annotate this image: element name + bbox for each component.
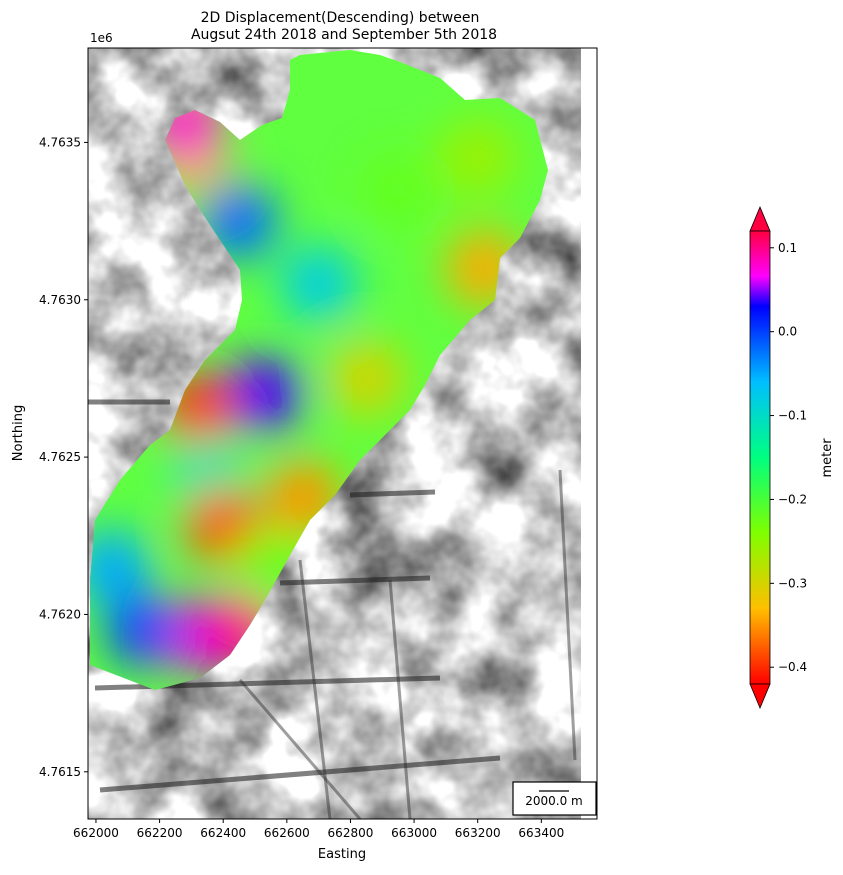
x-axis: 662000 662200 662400 662600 662800 663000 6632… <box>73 819 564 840</box>
y-axis: 4.7615 4.7620 4.7625 4.7630 4.7635 <box>39 135 88 779</box>
x-tick-label: 662200 <box>137 826 183 840</box>
y-axis-label: Northing <box>11 405 26 461</box>
y-tick-label: 4.7615 <box>39 765 81 779</box>
displacement-feature <box>201 183 278 260</box>
x-tick-label: 662600 <box>264 826 310 840</box>
colorbar-tick-label: 0.1 <box>778 241 797 255</box>
y-tick-label: 4.7620 <box>39 607 81 621</box>
x-tick-label: 662000 <box>73 826 119 840</box>
y-tick-label: 4.7635 <box>39 135 81 149</box>
x-tick-label: 662400 <box>200 826 246 840</box>
chart-title-line-2: Augsut 24th 2018 and September 5th 2018 <box>191 27 497 43</box>
colorbar-tick-label: −0.2 <box>778 492 807 506</box>
x-tick-label: 662800 <box>328 826 374 840</box>
colorbar-label: meter <box>820 438 835 478</box>
displacement-feature <box>360 151 437 228</box>
displacement-feature <box>280 246 357 323</box>
x-tick-label: 663000 <box>391 826 437 840</box>
y-tick-label: 4.7625 <box>39 450 81 464</box>
colorbar-extend-min <box>749 683 771 710</box>
displacement-feature <box>328 340 405 417</box>
colorbar-tick-label: −0.1 <box>778 409 807 423</box>
x-tick-label: 663400 <box>518 826 564 840</box>
scale-bar: 2000.0 m <box>512 781 597 816</box>
colorbar-tick-label: −0.3 <box>778 576 807 590</box>
displacement-feature <box>105 592 182 669</box>
colorbar-tick-label: −0.4 <box>778 660 807 674</box>
colorbar-body <box>749 230 771 685</box>
displacement-feature <box>226 356 303 433</box>
chart-title-line-1: 2D Displacement(Descending) between <box>201 10 480 26</box>
colorbar: −0.4 −0.3 −0.2 −0.1 0.0 0.1 meter <box>749 205 835 710</box>
colorbar-tick-label: 0.0 <box>778 325 797 339</box>
displacement-feature <box>90 529 150 606</box>
axes-frame <box>87 47 598 820</box>
scale-bar-label: 2000.0 m <box>525 794 583 808</box>
colorbar-extend-max <box>749 205 771 232</box>
displacement-feature <box>439 120 516 197</box>
y-tick-label: 4.7630 <box>39 293 81 307</box>
y-offset-label: 1e6 <box>90 31 113 45</box>
x-axis-label: Easting <box>318 847 366 862</box>
x-tick-label: 663200 <box>455 826 501 840</box>
